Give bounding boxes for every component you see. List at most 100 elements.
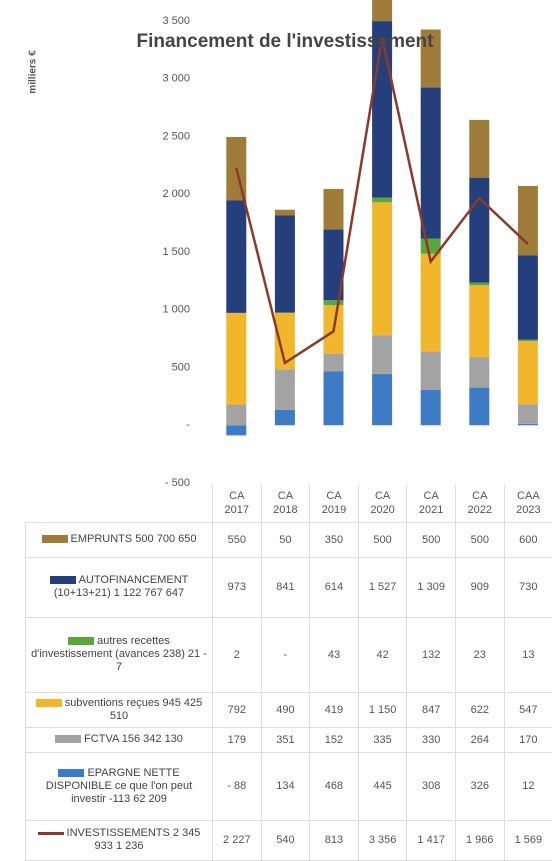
bar-segment [517, 185, 538, 256]
value-cell: 132 [406, 616, 456, 693]
legend-swatch [35, 698, 62, 707]
value-cell: 847 [406, 691, 456, 728]
category-label: CA 2019 [321, 490, 347, 517]
value-cell: 490 [260, 691, 311, 728]
value-cell: 1 150 [357, 691, 408, 728]
value-cell: 1 417 [406, 819, 456, 861]
value-cell: 1 309 [406, 556, 456, 618]
value-cell: 3 356 [357, 819, 408, 861]
value-cell: 622 [454, 691, 505, 728]
value-cell: 813 [309, 819, 359, 861]
value-cell: 2 [212, 616, 262, 693]
value-cell: 308 [406, 751, 456, 821]
bar-segment [323, 229, 344, 301]
value-cell: 170 [503, 726, 552, 753]
legend-swatch [37, 831, 64, 835]
legend-cell: FCTVA 156 342 130 [25, 726, 213, 753]
bar-segment [372, 202, 393, 336]
value-cell: 264 [454, 726, 505, 753]
bar-segment [274, 312, 295, 370]
legend-label: EMPRUNTS 500 700 650 [70, 533, 197, 545]
chart: milliers € - 500 - 500 1 000 1 500 2 000 2 500… [28, 0, 538, 486]
bar-segment [469, 357, 490, 388]
legend-label: AUTOFINANCEMENT (10+13+21) 1 122 767 647 [53, 574, 189, 599]
legend-label: FCTVA 156 342 130 [84, 733, 183, 745]
bar-segment [226, 404, 247, 426]
data-row: EPARGNE NETTE DISPONIBLE ce que l'on peu… [25, 751, 552, 821]
header-cell: CA 2020 [357, 485, 408, 523]
bar-segment [517, 404, 538, 424]
legend-cell: AUTOFINANCEMENT (10+13+21) 1 122 767 647 [25, 556, 213, 618]
value-cell: 547 [503, 691, 552, 728]
data-table: CA 2017 CA 2018 CA 2019 CA 2020 CA 2021 CA 20… [25, 485, 552, 861]
bar-segment [469, 177, 490, 283]
data-row: EMPRUNTS 500 700 650 550 50 350 500 500 500 600 [25, 521, 552, 558]
value-cell: 50 [260, 521, 311, 558]
legend-swatch [55, 735, 82, 744]
y-tick-label: 1 500 [162, 246, 190, 258]
legend-swatch [58, 768, 85, 777]
bar-segment [323, 300, 344, 306]
bar-segment [226, 425, 247, 436]
value-cell: 730 [503, 556, 552, 618]
bar-segment [372, 0, 393, 22]
legend-swatch [49, 576, 76, 585]
data-row: subventions reçues 945 425 510 792 490 419 1… [25, 691, 552, 728]
value-cell: 2 227 [212, 819, 262, 861]
category-label: CAA 2023 [516, 490, 541, 517]
category-label: CA 2021 [418, 490, 444, 517]
value-cell: 540 [260, 819, 311, 861]
value-cell: 134 [260, 751, 311, 821]
legend-swatch [41, 535, 68, 544]
category-label: CA 2018 [273, 490, 298, 517]
value-cell: 600 [503, 521, 552, 558]
value-cell: 792 [212, 691, 262, 728]
header-row: CA 2017 CA 2018 CA 2019 CA 2020 CA 2021 CA 20… [26, 485, 552, 523]
legend-swatch [68, 637, 95, 646]
y-tick-label: 500 [172, 361, 190, 373]
bar-segment [420, 351, 441, 390]
bar-segment [469, 119, 490, 178]
legend-label: EPARGNE NETTE DISPONIBLE ce que l'on peu… [45, 766, 193, 805]
value-cell: 419 [309, 691, 359, 728]
value-cell: 1 527 [357, 556, 408, 618]
category-label: CA 2022 [467, 490, 492, 517]
value-cell: 12 [503, 751, 552, 821]
bar-segment [323, 353, 344, 372]
bar-segment [420, 87, 441, 239]
value-cell: 500 [357, 521, 408, 558]
bar-segment [517, 341, 538, 405]
bar-segment [274, 209, 295, 216]
value-cell: 330 [406, 726, 456, 753]
header-cell: CA 2022 [454, 485, 505, 523]
value-cell: 1 569 [503, 819, 552, 861]
legend-cell: subventions reçues 945 425 510 [25, 691, 213, 728]
bar-segment [469, 387, 490, 426]
chart-title: Financement de l'investissement [136, 31, 434, 52]
legend-label: INVESTISSEMENTS 2 345 933 1 236 [66, 827, 201, 852]
bar-segment [274, 369, 295, 410]
value-cell: 614 [309, 556, 359, 618]
bar-segment [420, 29, 441, 88]
data-row: autres recettes d'investissement (avance… [25, 616, 552, 693]
y-tick-label: 1 000 [162, 304, 190, 316]
value-cell: 350 [309, 521, 359, 558]
bar-segment [274, 409, 295, 426]
header-cell: CA 2017 [212, 485, 262, 523]
corner-cell [26, 485, 213, 522]
value-cell: 335 [357, 726, 408, 753]
value-cell: - 88 [212, 751, 262, 821]
value-cell: 500 [454, 521, 505, 558]
legend-label: autres recettes d'investissement (avance… [31, 635, 207, 673]
value-cell: 43 [309, 616, 359, 693]
value-cell: 1 966 [454, 819, 505, 861]
legend-cell: INVESTISSEMENTS 2 345 933 1 236 [25, 819, 213, 861]
category-label: CA 2020 [370, 490, 395, 517]
bar-segment [323, 188, 344, 230]
data-row: FCTVA 156 342 130 179 351 152 335 330 264 170 [25, 726, 552, 753]
header-cell: CAA 2023 [503, 485, 552, 523]
data-row: AUTOFINANCEMENT (10+13+21) 1 122 767 647… [25, 556, 552, 618]
value-cell: 13 [503, 616, 552, 693]
value-cell: 326 [454, 751, 505, 821]
